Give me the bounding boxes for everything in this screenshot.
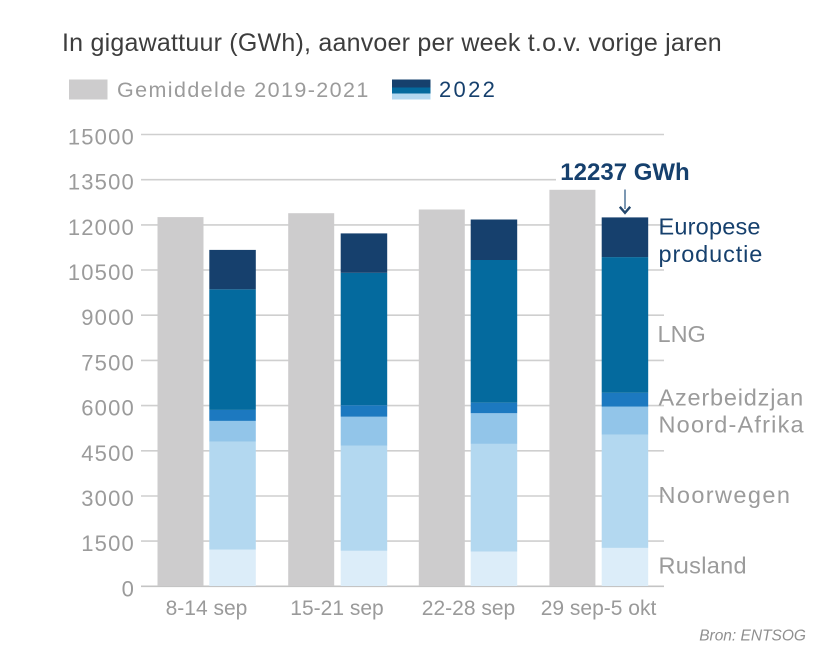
svg-text:13500: 13500 [68, 170, 135, 195]
svg-text:12000: 12000 [68, 215, 135, 240]
svg-text:Bron: ENTSOG: Bron: ENTSOG [699, 628, 806, 645]
svg-text:In gigawattuur (GWh), aanvoer: In gigawattuur (GWh), aanvoer per week t… [62, 29, 722, 57]
svg-text:Noord-Afrika: Noord-Afrika [659, 412, 805, 438]
svg-text:6000: 6000 [81, 396, 135, 421]
svg-text:7500: 7500 [81, 350, 135, 375]
svg-text:9000: 9000 [81, 305, 135, 330]
svg-text:Europese: Europese [659, 213, 761, 239]
svg-text:4500: 4500 [81, 441, 135, 466]
svg-text:15000: 15000 [68, 125, 135, 150]
svg-text:0: 0 [122, 576, 135, 601]
svg-text:Azerbeidzjan: Azerbeidzjan [659, 385, 804, 411]
svg-text:12237 GWh: 12237 GWh [560, 159, 689, 186]
svg-text:3000: 3000 [81, 486, 135, 511]
svg-text:productie: productie [659, 241, 764, 267]
svg-text:15-21 sep: 15-21 sep [290, 597, 383, 620]
svg-text:LNG: LNG [658, 321, 706, 347]
svg-text:Noorwegen: Noorwegen [659, 482, 792, 508]
svg-text:Gemiddelde 2019-2021: Gemiddelde 2019-2021 [117, 78, 370, 102]
svg-text:22-28 sep: 22-28 sep [422, 597, 515, 620]
svg-text:8-14 sep: 8-14 sep [166, 597, 248, 620]
svg-text:2022: 2022 [439, 77, 497, 102]
svg-text:1500: 1500 [81, 531, 135, 556]
svg-text:Rusland: Rusland [659, 553, 747, 579]
svg-text:10500: 10500 [68, 260, 135, 285]
svg-text:29 sep-5 okt: 29 sep-5 okt [541, 597, 657, 620]
